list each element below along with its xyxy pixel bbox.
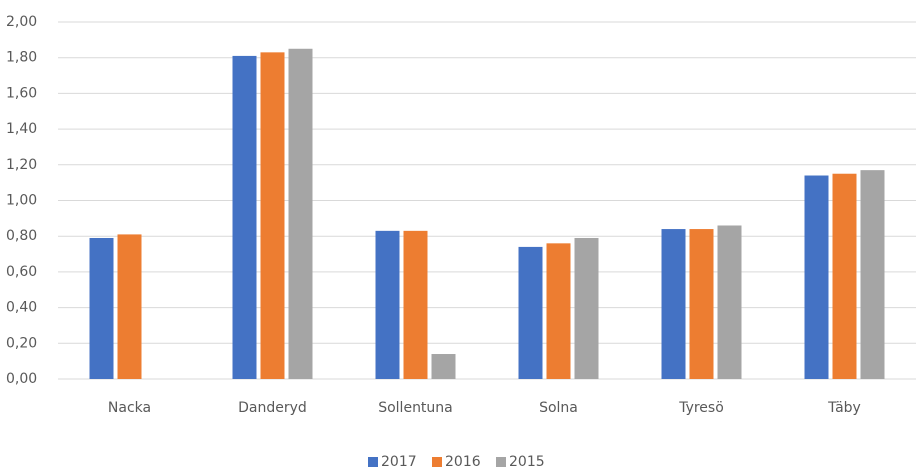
legend-swatch	[368, 457, 378, 467]
bar	[546, 243, 571, 379]
x-tick-label: Nacka	[108, 400, 151, 416]
x-tick-label: Täby	[827, 400, 861, 416]
bar	[689, 229, 714, 379]
y-tick-label: 0,00	[6, 371, 37, 387]
bar	[117, 234, 142, 379]
y-tick-label: 0,60	[6, 264, 37, 280]
bar	[717, 225, 742, 379]
y-tick-label: 0,20	[6, 335, 37, 351]
bar	[832, 173, 857, 379]
bar	[375, 230, 400, 379]
y-tick-label: 0,40	[6, 300, 37, 316]
bar	[288, 48, 313, 380]
x-tick-label: Tyresö	[678, 400, 724, 416]
y-tick-label: 1,60	[6, 85, 37, 101]
y-tick-label: 1,80	[6, 50, 37, 66]
legend-label: 2016	[445, 454, 481, 470]
legend-label: 2015	[509, 454, 545, 470]
bar	[804, 175, 829, 379]
y-tick-label: 1,00	[6, 193, 37, 209]
bar	[574, 237, 599, 379]
y-tick-label: 1,20	[6, 157, 37, 173]
bar	[860, 170, 885, 379]
y-tick-label: 1,40	[6, 121, 37, 137]
y-tick-label: 2,00	[6, 14, 37, 30]
bar	[232, 55, 257, 379]
bar	[661, 229, 686, 379]
bar	[89, 237, 114, 379]
bar	[260, 52, 285, 379]
x-tick-label: Danderyd	[238, 400, 307, 416]
bar	[431, 354, 456, 379]
y-tick-label: 0,80	[6, 228, 37, 244]
bar	[403, 230, 428, 379]
legend-label: 2017	[381, 454, 417, 470]
x-tick-label: Sollentuna	[378, 400, 453, 416]
bar	[518, 246, 543, 379]
legend-swatch	[432, 457, 442, 467]
x-tick-label: Solna	[539, 400, 578, 416]
legend-swatch	[496, 457, 506, 467]
